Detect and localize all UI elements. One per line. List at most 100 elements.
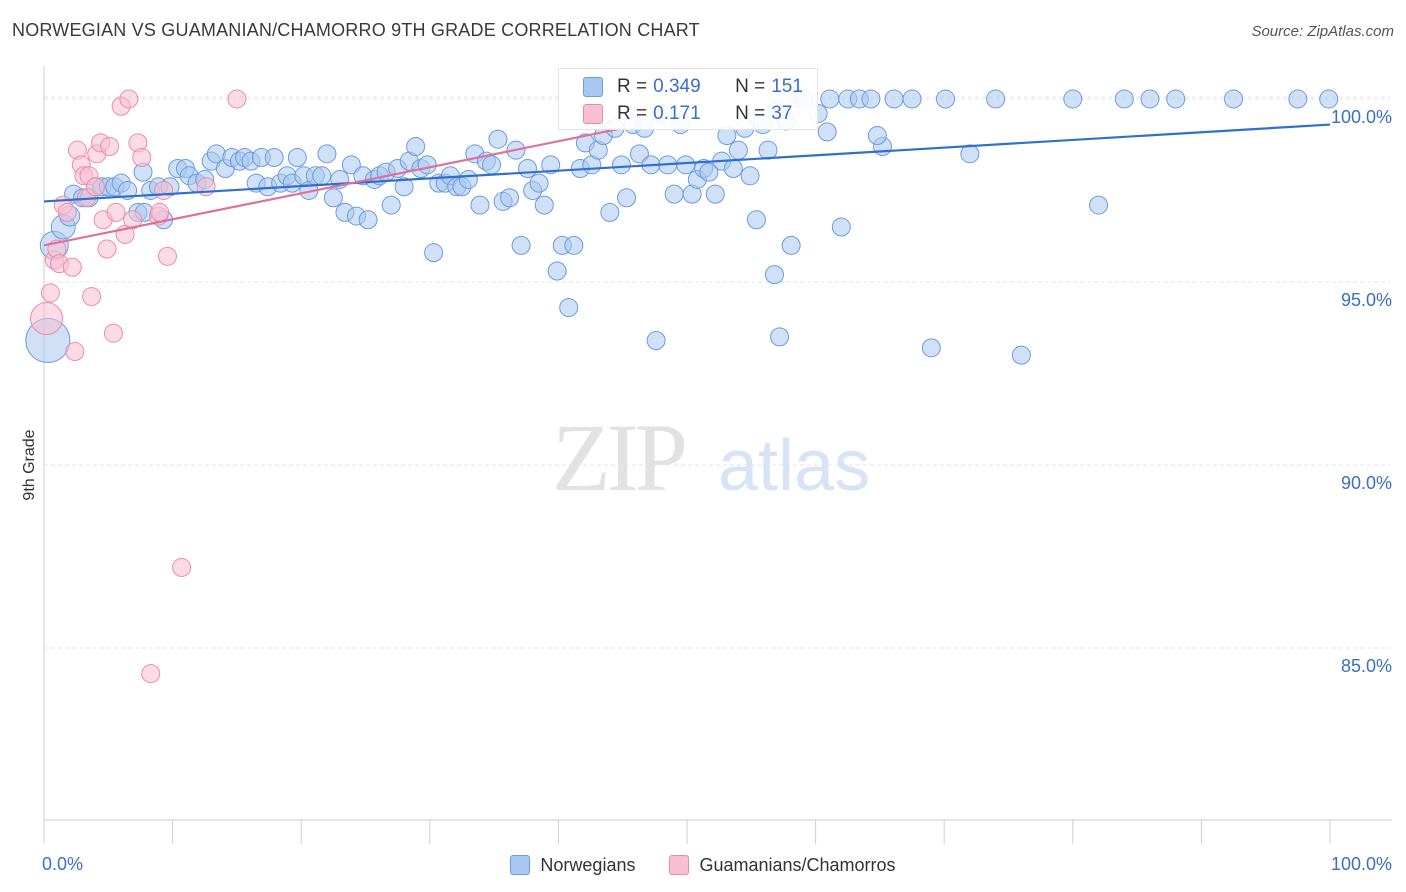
stats-r-label: R = (617, 103, 648, 124)
stats-swatch-norwegians (583, 77, 603, 97)
watermark-atlas: atlas (718, 426, 870, 506)
stats-r-value: 0.349 (653, 76, 701, 97)
trend-lines (43, 123, 1331, 247)
stats-row-norwegians: R = 0.349 N = 151 (583, 74, 803, 100)
data-point (781, 235, 801, 255)
x-tick-label: 0.0% (42, 854, 83, 874)
data-point (312, 166, 332, 186)
data-point (123, 210, 143, 230)
stats-r-label: R = (617, 76, 648, 97)
watermark-zip: ZIP (552, 404, 685, 511)
data-point (287, 148, 307, 168)
chart-source: Source: ZipAtlas.com (1251, 23, 1394, 40)
legend-item-norwegians[interactable]: Norwegians (510, 852, 635, 878)
data-point (728, 140, 748, 160)
data-point (341, 155, 361, 175)
data-point (119, 89, 139, 109)
data-point (172, 557, 192, 577)
data-point (100, 137, 120, 157)
data-point (106, 202, 126, 222)
data-point (62, 257, 82, 277)
data-point (960, 144, 980, 164)
data-point (831, 217, 851, 237)
data-point (470, 195, 490, 215)
tick-labels: 85.0% 90.0% 95.0% 100.0% 0.0% 100.0% (42, 107, 1392, 874)
y-tick-label: 90.0% (1341, 473, 1392, 493)
data-point (529, 173, 549, 193)
data-point (132, 148, 152, 168)
data-point (770, 327, 790, 347)
data-point (482, 155, 502, 175)
data-point (518, 158, 538, 178)
data-point (103, 323, 123, 343)
legend-item-guamanians[interactable]: Guamanians/Chamorros (669, 852, 896, 878)
y-tick-label: 100.0% (1331, 107, 1392, 127)
stats-row-guamanians: R = 0.171 N = 37 (583, 101, 792, 127)
legend-swatch-norwegians (510, 855, 531, 875)
data-point (141, 664, 161, 684)
legend-label-guamanians: Guamanians/Chamorros (699, 854, 896, 875)
data-point (1224, 89, 1244, 109)
stats-box: R = 0.349 N = 151 R = 0.171 N = 37 (558, 68, 818, 130)
data-point (82, 287, 102, 307)
data-point (935, 89, 955, 109)
stats-n-value: 151 (771, 76, 803, 97)
data-point (820, 89, 840, 109)
data-point (40, 283, 60, 303)
data-point (705, 184, 725, 204)
data-point (458, 169, 478, 189)
data-point (764, 265, 784, 285)
data-point (699, 162, 719, 182)
data-point (1288, 89, 1308, 109)
data-point (1089, 195, 1109, 215)
legend-swatch-guamanians (669, 855, 690, 875)
watermark: ZIP atlas (552, 404, 870, 511)
data-point (264, 148, 284, 168)
data-point (884, 89, 904, 109)
data-point (417, 155, 437, 175)
data-point (1114, 89, 1134, 109)
data-point (65, 341, 85, 361)
data-point (664, 184, 684, 204)
stats-n-value: 37 (771, 103, 793, 124)
data-point (1011, 345, 1031, 365)
data-point (861, 89, 881, 109)
x-tick-label: 100.0% (1331, 854, 1392, 874)
stats-swatch-guamanians (583, 104, 603, 124)
data-point (986, 89, 1006, 109)
data-point (394, 177, 414, 197)
data-point (511, 235, 531, 255)
series-norwegians-points (25, 89, 1339, 365)
data-point (406, 137, 426, 157)
data-point (723, 158, 743, 178)
data-point (617, 188, 637, 208)
data-point (867, 126, 887, 146)
data-point (157, 246, 177, 266)
stats-r-value: 0.171 (653, 103, 701, 124)
data-point (30, 302, 64, 336)
y-tick-label: 85.0% (1341, 656, 1392, 676)
data-point (746, 210, 766, 230)
data-point (646, 331, 666, 351)
data-point (1063, 89, 1083, 109)
data-point (1140, 89, 1160, 109)
data-point (559, 298, 579, 318)
data-point (629, 144, 649, 164)
data-point (541, 155, 561, 175)
trend-line-guamanians (43, 127, 623, 247)
data-point (611, 155, 631, 175)
trend-line-norwegians (43, 123, 1331, 203)
data-point (323, 188, 343, 208)
data-point (154, 180, 174, 200)
y-tick-label: 95.0% (1341, 290, 1392, 310)
chart-title: NORWEGIAN VS GUAMANIAN/CHAMORRO 9TH GRAD… (12, 20, 700, 40)
data-point (902, 89, 922, 109)
data-point (150, 202, 170, 222)
data-point (740, 166, 760, 186)
stats-n-label: N = (735, 76, 766, 97)
stats-n-label: N = (735, 103, 766, 124)
data-point (57, 202, 77, 222)
data-point (817, 122, 837, 142)
data-point (564, 235, 584, 255)
